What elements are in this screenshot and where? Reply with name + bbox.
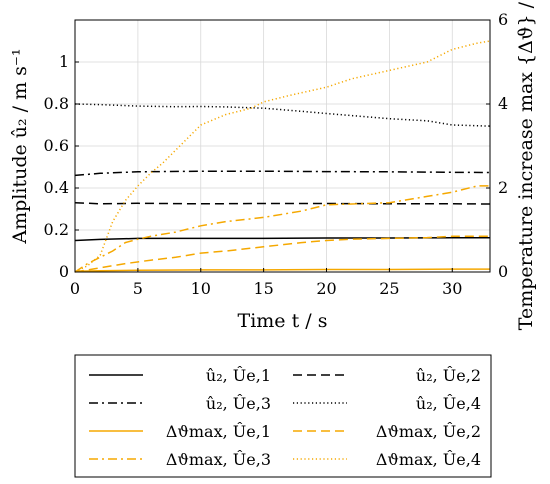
x-tick-label: 30 xyxy=(442,279,462,298)
x-tick-label: 25 xyxy=(379,279,399,298)
y-right-tick-label: 0 xyxy=(498,262,508,281)
y-right-tick-label: 4 xyxy=(498,94,508,113)
y-left-tick-label: 0.8 xyxy=(44,94,69,113)
x-tick-label: 15 xyxy=(253,279,273,298)
series-line-6 xyxy=(74,235,490,273)
legend-label-1: û₂, Ûe,1 xyxy=(206,365,271,385)
y-left-tick-label: 0.4 xyxy=(44,178,69,197)
y-left-tick-label: 0.6 xyxy=(44,136,69,155)
legend-label-7: Δϑmax, Ûe,3 xyxy=(166,449,271,469)
grid xyxy=(74,20,490,273)
y-left-tick-label: 0.2 xyxy=(44,220,69,239)
y-right-tick-label: 6 xyxy=(498,10,508,29)
y-right-tick-label: 2 xyxy=(498,178,508,197)
legend-label-8: Δϑmax, Ûe,4 xyxy=(376,449,481,469)
legend-label-6: Δϑmax, Ûe,2 xyxy=(376,421,481,441)
series-line-2 xyxy=(74,201,491,205)
legend-label-5: Δϑmax, Ûe,1 xyxy=(166,421,271,441)
x-tick-label: 0 xyxy=(70,279,80,298)
x-tick-label: 5 xyxy=(133,279,143,298)
series-line-7 xyxy=(74,185,490,273)
legend-label-4: û₂, Ûe,4 xyxy=(416,393,481,413)
legend-frame xyxy=(74,354,492,478)
legend-label-2: û₂, Ûe,2 xyxy=(416,365,481,385)
y-left-tick-label: 0 xyxy=(59,262,69,281)
y-axis-right-label: Temperature increase max {Δϑ} / K xyxy=(515,0,537,330)
x-tick-label: 10 xyxy=(191,279,211,298)
legend-label-3: û₂, Ûe,3 xyxy=(206,393,271,413)
series-line-4 xyxy=(74,103,491,127)
x-axis-label: Time t / s xyxy=(238,310,328,332)
x-tick-label: 20 xyxy=(316,279,336,298)
plot-series xyxy=(74,40,491,273)
series-line-5 xyxy=(74,268,490,272)
y-axis-left-label: Amplitude û₂ / m s⁻¹ xyxy=(9,48,31,244)
legend: û₂, Ûe,1 û₂, Ûe,2 û₂, Ûe,3 û₂, Ûe,4 Δϑmax, Û… xyxy=(74,354,492,478)
series-line-3 xyxy=(74,170,491,177)
y-left-tick-label: 1 xyxy=(59,52,69,71)
